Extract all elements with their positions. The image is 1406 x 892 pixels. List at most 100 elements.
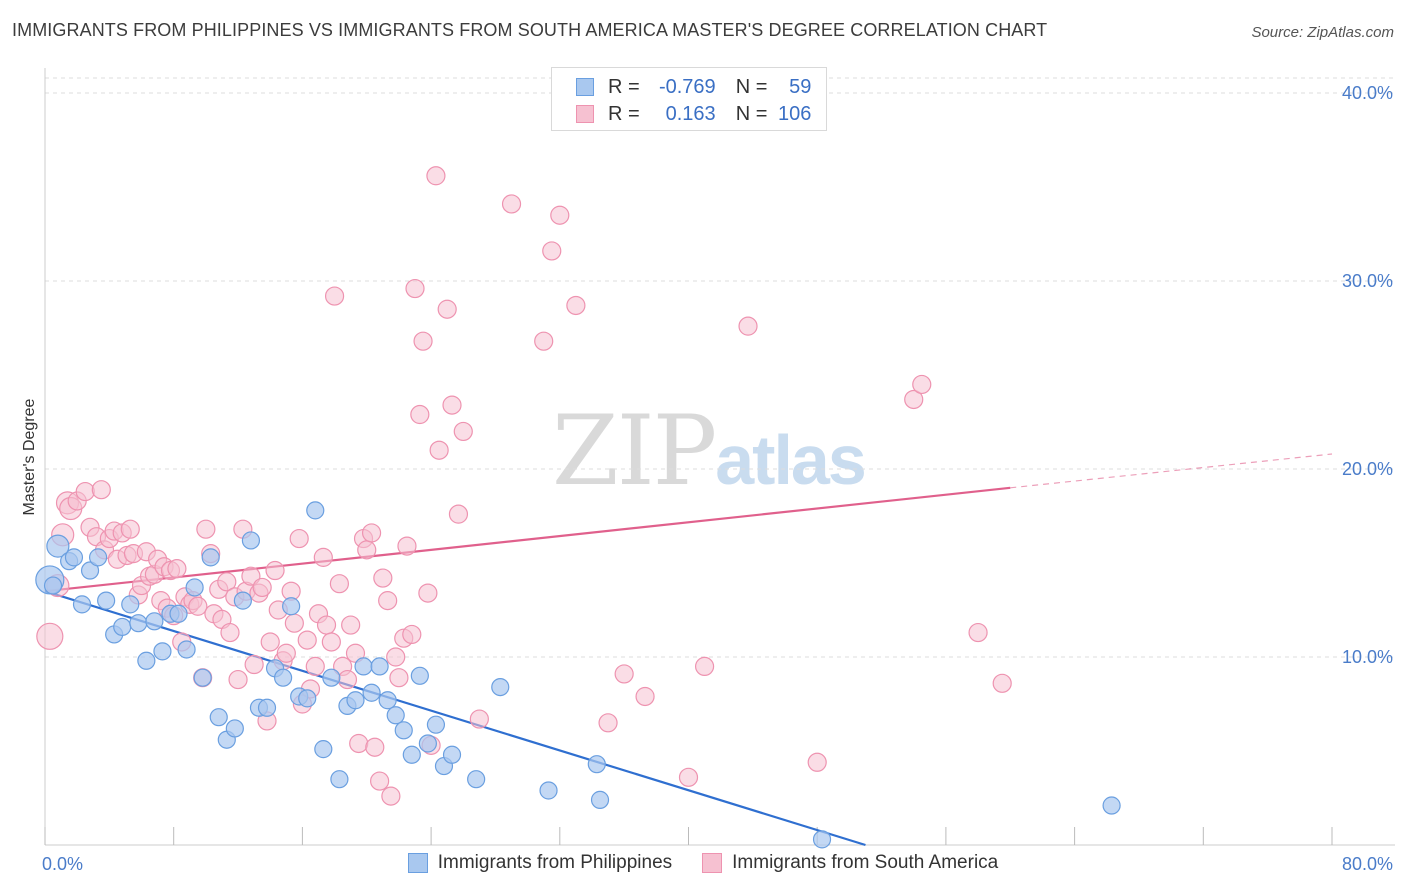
south-america-point <box>807 752 827 772</box>
south-america-point <box>361 523 382 543</box>
x-tick-label: 0.0% <box>42 854 83 874</box>
philippines-point <box>426 715 446 734</box>
south-america-point <box>276 643 296 663</box>
legend-row-south-america: R = 0.163 N = 106 <box>576 102 811 126</box>
chart-title: IMMIGRANTS FROM PHILIPPINES VS IMMIGRANT… <box>12 20 1048 40</box>
philippines-point <box>169 604 188 623</box>
philippines-point <box>153 642 172 661</box>
south-america-point <box>442 395 462 415</box>
philippines-point <box>88 548 108 567</box>
south-america-point <box>337 669 358 690</box>
source-credit: Source: ZipAtlas.com <box>1251 24 1394 41</box>
philippines-point <box>346 691 365 710</box>
philippines-swatch-icon <box>407 853 428 873</box>
y-tick-label: 40.0% <box>1342 83 1393 103</box>
legend-n-label: N = <box>735 75 768 98</box>
south-america-point <box>738 316 758 336</box>
south-america-point <box>220 622 240 643</box>
south-america-point <box>91 480 111 500</box>
philippines-point <box>273 668 293 687</box>
south-america-point <box>373 568 393 588</box>
south-america-swatch-icon <box>576 105 594 123</box>
philippines-point <box>201 548 220 567</box>
x-tick-label: 80.0% <box>1342 854 1393 874</box>
philippines-point <box>386 706 405 725</box>
philippines-point <box>402 745 421 764</box>
south-america-point <box>426 166 446 186</box>
south-america-point <box>453 421 473 442</box>
south-america-point <box>386 647 406 667</box>
south-america-point <box>418 583 438 603</box>
legend-n-value: 59 <box>789 75 812 98</box>
philippines-point <box>97 591 116 610</box>
south-america-point <box>305 656 325 677</box>
south-america-point <box>469 709 489 729</box>
south-america-point <box>217 572 237 592</box>
legend-r-value: 0.163 <box>665 102 716 125</box>
y-axis-label: Master's Degree <box>21 398 38 515</box>
philippines-point <box>177 640 196 659</box>
philippines-point <box>137 651 156 670</box>
south-america-point <box>912 374 932 395</box>
south-america-point <box>635 686 655 707</box>
south-america-point <box>284 613 304 633</box>
philippines-point <box>812 830 832 849</box>
south-america-points <box>36 166 1012 806</box>
legend-item-philippines[interactable]: Immigrants from Philippines <box>407 852 672 874</box>
philippines-point <box>314 740 333 759</box>
philippines-point <box>43 576 63 595</box>
south-america-point <box>167 559 187 579</box>
south-america-point <box>370 771 390 791</box>
legend-r-label: R = <box>608 102 640 125</box>
philippines-point <box>322 668 341 687</box>
south-america-point <box>228 669 248 690</box>
watermark-zip: ZIP <box>552 395 717 507</box>
south-america-point <box>410 404 430 425</box>
legend-n-label: N = <box>735 102 768 125</box>
philippines-point <box>121 595 140 614</box>
legend-row-philippines: R = -0.769 N = 59 <box>576 75 811 99</box>
correlation-legend: R = -0.769 N = 59 R = 0.163 N = 106 <box>551 67 827 131</box>
south-america-point <box>501 194 522 214</box>
philippines-point <box>282 597 301 616</box>
south-america-point <box>904 389 924 410</box>
philippines-point <box>225 719 244 738</box>
philippines-point <box>378 691 397 710</box>
philippines-point <box>491 677 510 697</box>
south-america-trend-line <box>44 486 1011 593</box>
philippines-point <box>233 591 252 610</box>
y-tick-label: 20.0% <box>1342 459 1393 479</box>
south-america-point <box>405 278 425 299</box>
philippines-point <box>193 668 212 687</box>
south-america-point <box>550 205 570 225</box>
south-america-point <box>614 664 634 684</box>
south-america-swatch-icon <box>702 853 723 873</box>
south-america-point <box>992 673 1012 693</box>
south-america-point <box>397 536 417 556</box>
south-america-point <box>188 596 208 616</box>
south-america-point <box>678 767 699 787</box>
philippines-point <box>330 770 349 789</box>
philippines-point <box>418 734 437 753</box>
philippines-point <box>410 666 429 685</box>
south-america-point <box>357 540 377 560</box>
south-america-point <box>381 786 401 806</box>
legend-n-value: 106 <box>778 102 812 125</box>
legend-item-south-america[interactable]: Immigrants from South America <box>702 852 998 874</box>
philippines-point <box>64 548 84 567</box>
watermark: ZIPatlas <box>552 395 867 507</box>
legend-r-value: -0.769 <box>658 75 716 98</box>
philippines-point <box>80 561 100 580</box>
philippines-point <box>539 781 558 800</box>
south-america-point <box>313 547 333 567</box>
south-america-point <box>429 440 449 460</box>
south-america-point <box>321 632 341 652</box>
philippines-trend-line <box>44 590 866 847</box>
south-america-point <box>297 630 317 650</box>
y-tick-label: 10.0% <box>1342 647 1393 667</box>
philippines-point <box>362 683 381 702</box>
south-america-point <box>120 519 140 539</box>
philippines-point <box>129 614 148 633</box>
philippines-point <box>442 745 462 764</box>
watermark-atlas: atlas <box>715 421 867 499</box>
